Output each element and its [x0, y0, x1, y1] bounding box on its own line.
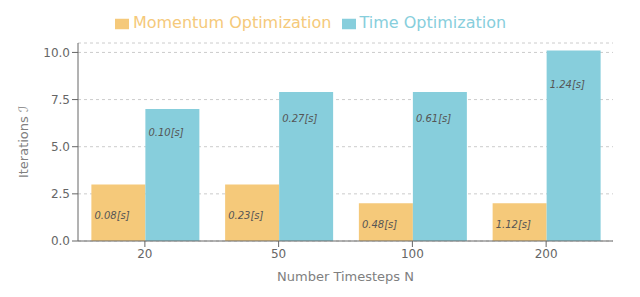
- svg-text:2.5: 2.5: [51, 187, 70, 201]
- svg-text:100: 100: [401, 247, 424, 261]
- html-text:Time Optimization: Time Optimization: [359, 13, 507, 32]
- svg-text:1.24[s]: 1.24[s]: [550, 79, 585, 90]
- svg-text:0.10[s]: 0.10[s]: [148, 127, 183, 138]
- svg-text:0.27[s]: 0.27[s]: [282, 113, 317, 124]
- html-text:Momentum Optimization: Momentum Optimization: [132, 13, 332, 32]
- svg-text:0.08[s]: 0.08[s]: [94, 210, 129, 221]
- svg-text:1.12[s]: 1.12[s]: [496, 219, 531, 230]
- svg-text:0.48[s]: 0.48[s]: [362, 219, 397, 230]
- svg-text:Iterations ℐ: Iterations ℐ: [16, 106, 31, 178]
- svg-text:7.5: 7.5: [51, 93, 70, 107]
- svg-text:Number Timesteps N: Number Timesteps N: [277, 269, 414, 284]
- svg-text:0.23[s]: 0.23[s]: [228, 210, 263, 221]
- svg-text:10.0: 10.0: [43, 46, 70, 60]
- svg-text:0.61[s]: 0.61[s]: [416, 113, 451, 124]
- svg-text:20: 20: [137, 247, 152, 261]
- svg-text:5.0: 5.0: [51, 140, 70, 154]
- svg-text:0.0: 0.0: [51, 234, 70, 248]
- svg-text:50: 50: [271, 247, 286, 261]
- svg-text:200: 200: [535, 247, 558, 261]
